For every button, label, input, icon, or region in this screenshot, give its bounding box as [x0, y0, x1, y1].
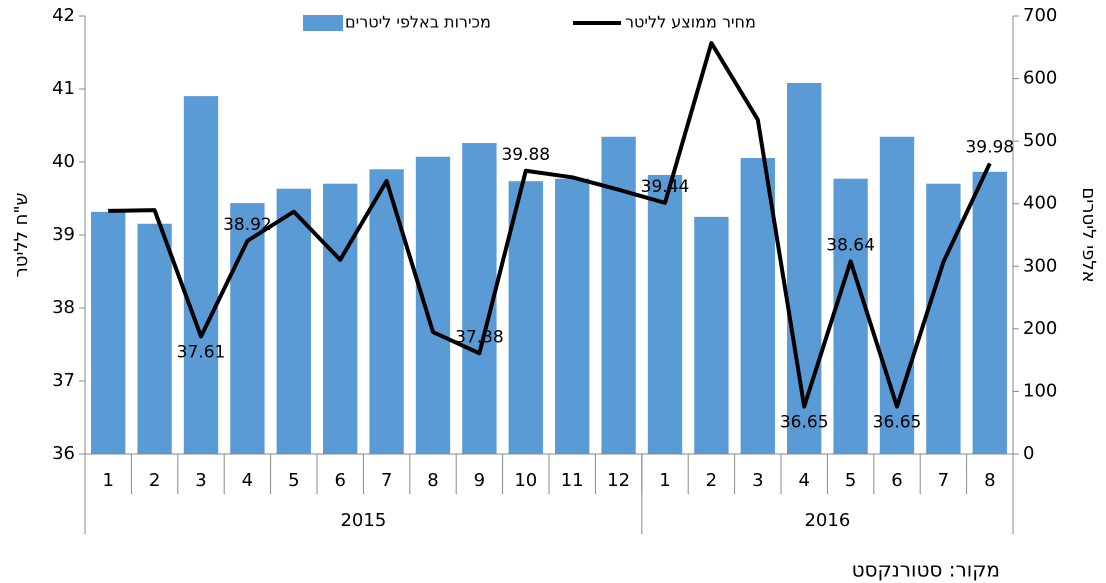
y2-axis-label: אלפי ליטרים	[1078, 187, 1099, 282]
data-label: 37.38	[455, 327, 504, 347]
data-label: 39.44	[641, 177, 690, 197]
y2-tick-label: 400	[1023, 193, 1057, 214]
x-tick-label: 3	[195, 470, 206, 491]
x-tick-label: 10	[514, 470, 537, 491]
data-label: 37.61	[177, 342, 226, 362]
bar	[462, 143, 497, 454]
x-tick-label: 7	[381, 470, 392, 491]
bar	[787, 82, 822, 455]
x-tick-label: 1	[102, 470, 113, 491]
bar	[323, 183, 358, 455]
y2-tick-label: 300	[1023, 255, 1057, 276]
legend-label: מכירות באלפי ליטרים	[345, 13, 491, 32]
x-tick-label: 7	[938, 470, 949, 491]
y2-tick-label: 600	[1023, 68, 1057, 89]
data-label: 39.88	[501, 145, 550, 165]
y2-tick-label: 700	[1023, 5, 1057, 26]
bar	[555, 178, 590, 454]
y-tick-label: 42	[52, 5, 75, 26]
y-tick-label: 38	[52, 297, 75, 318]
bar	[926, 183, 961, 455]
bar	[972, 171, 1007, 454]
bar	[508, 181, 543, 454]
x-tick-label: 9	[474, 470, 485, 491]
y2-tick-label: 500	[1023, 130, 1057, 151]
data-label: 36.65	[873, 413, 922, 433]
y-tick-label: 36	[52, 443, 75, 464]
data-label: 38.64	[826, 235, 875, 255]
x-tick-label: 3	[752, 470, 763, 491]
y-tick-label: 41	[52, 78, 75, 99]
bar	[137, 223, 172, 454]
y2-tick-label: 100	[1023, 380, 1057, 401]
bar	[601, 136, 636, 454]
legend-label: מחיר ממוצע לליטר	[625, 13, 756, 32]
x-tick-label: 8	[427, 470, 438, 491]
source-note: מקור: סטורנקסט	[852, 558, 1000, 582]
y-tick-label: 37	[52, 370, 75, 391]
bar	[833, 178, 868, 454]
y-tick-label: 40	[52, 151, 75, 172]
legend-swatch	[303, 15, 343, 31]
group-label: 2016	[804, 510, 850, 531]
x-tick-label: 2	[149, 470, 160, 491]
x-tick-label: 11	[561, 470, 584, 491]
y2-tick-label: 0	[1023, 443, 1034, 464]
bar	[183, 96, 219, 454]
data-label: 38.92	[223, 215, 272, 235]
y2-tick-label: 200	[1023, 318, 1057, 339]
y-axis-label: ש"ח לליטר	[11, 193, 32, 278]
bar	[647, 174, 683, 454]
line	[108, 41, 992, 409]
x-tick-label: 4	[242, 470, 253, 491]
x-tick-label: 5	[845, 470, 856, 491]
x-tick-label: 12	[607, 470, 630, 491]
x-tick-label: 5	[288, 470, 299, 491]
data-label: 36.65	[780, 413, 829, 433]
x-tick-label: 6	[891, 470, 902, 491]
bar	[415, 156, 451, 455]
x-tick-label: 6	[334, 470, 345, 491]
y-tick-label: 39	[52, 224, 75, 245]
x-tick-label: 1	[659, 470, 670, 491]
x-tick-label: 2	[706, 470, 717, 491]
bar	[91, 211, 126, 454]
x-tick-label: 4	[798, 470, 809, 491]
bar	[694, 216, 729, 454]
bar	[276, 188, 311, 454]
bar	[369, 169, 404, 455]
x-tick-label: 8	[984, 470, 995, 491]
data-label: 39.98	[965, 137, 1014, 157]
group-label: 2015	[340, 510, 386, 531]
bar	[740, 158, 775, 454]
